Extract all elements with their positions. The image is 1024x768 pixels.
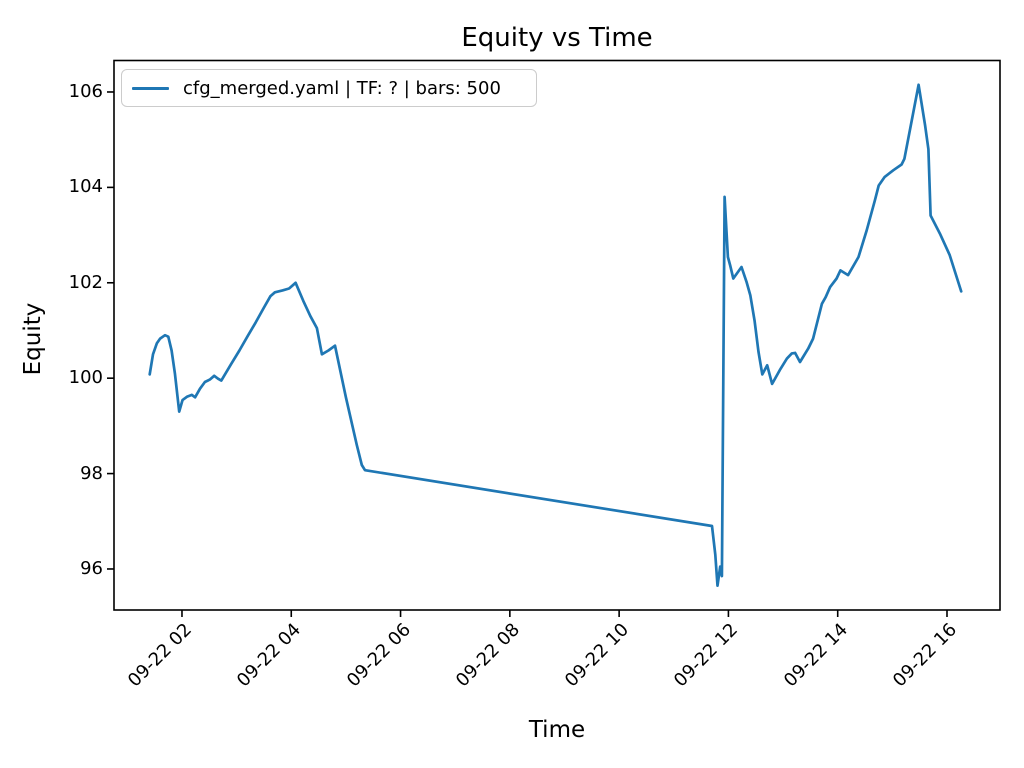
legend-line-sample-icon bbox=[132, 86, 169, 90]
axes-frame bbox=[113, 59, 1001, 611]
chart-title: Equity vs Time bbox=[461, 23, 653, 53]
equity-line bbox=[148, 83, 963, 588]
x-axis-label: Time bbox=[528, 717, 586, 743]
y-tick-label: 102 bbox=[68, 271, 103, 293]
y-tick-label: 106 bbox=[68, 80, 103, 102]
y-axis-label: Equity bbox=[20, 302, 46, 376]
y-tick-label: 104 bbox=[68, 176, 103, 198]
legend-series-label: cfg_merged.yaml | TF: ? | bars: 500 bbox=[183, 77, 501, 99]
y-tick-label: 98 bbox=[80, 462, 103, 484]
y-tick-label: 96 bbox=[80, 557, 103, 579]
legend: cfg_merged.yaml | TF: ? | bars: 500 bbox=[121, 69, 537, 107]
y-tick-label: 100 bbox=[68, 367, 103, 389]
